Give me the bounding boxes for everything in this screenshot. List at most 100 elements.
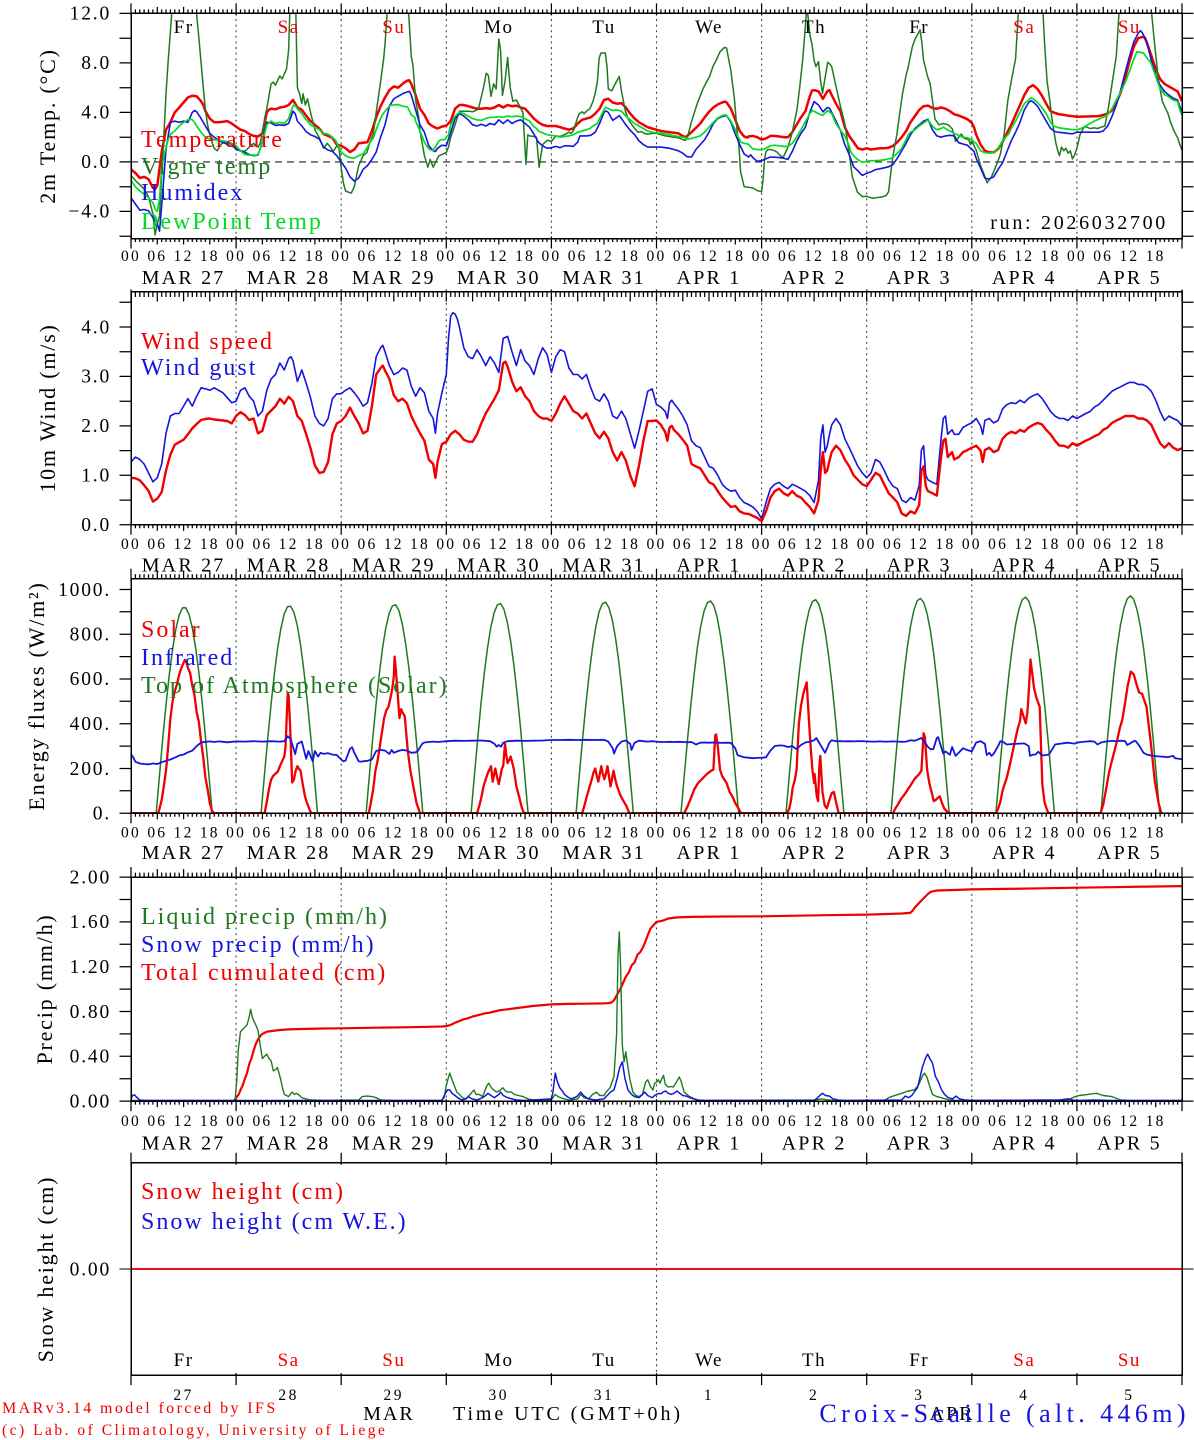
svg-text:18: 18 — [936, 1113, 956, 1130]
svg-text:MAR 28: MAR 28 — [247, 842, 331, 864]
svg-text:APR 4: APR 4 — [992, 1133, 1057, 1155]
svg-text:00: 00 — [857, 825, 877, 842]
svg-text:0.0: 0.0 — [81, 515, 111, 536]
svg-text:00: 00 — [541, 1113, 561, 1130]
svg-text:00: 00 — [752, 248, 772, 265]
svg-text:MAR 28: MAR 28 — [247, 555, 331, 577]
svg-text:12: 12 — [594, 1113, 614, 1130]
svg-text:12: 12 — [1119, 536, 1139, 553]
svg-text:06: 06 — [147, 248, 167, 265]
svg-text:12: 12 — [1014, 536, 1034, 553]
svg-text:00: 00 — [647, 1113, 667, 1130]
svg-text:00: 00 — [226, 825, 246, 842]
svg-text:18: 18 — [725, 1113, 745, 1130]
svg-text:APR 4: APR 4 — [992, 842, 1057, 864]
svg-text:Precip (mm/h): Precip (mm/h) — [32, 913, 57, 1064]
svg-text:12: 12 — [699, 248, 719, 265]
svg-text:MARv3.14 model forced by IFS: MARv3.14 model forced by IFS — [2, 1400, 278, 1417]
svg-text:18: 18 — [410, 536, 430, 553]
svg-text:18: 18 — [515, 248, 535, 265]
svg-text:12: 12 — [384, 536, 404, 553]
svg-text:18: 18 — [305, 1113, 325, 1130]
svg-text:06: 06 — [463, 825, 483, 842]
svg-text:00: 00 — [541, 536, 561, 553]
svg-text:2.00: 2.00 — [70, 867, 111, 888]
svg-text:12: 12 — [699, 536, 719, 553]
svg-text:MAR 28: MAR 28 — [247, 1133, 331, 1155]
svg-text:00: 00 — [647, 825, 667, 842]
svg-text:Tu: Tu — [592, 17, 615, 38]
svg-text:MAR 30: MAR 30 — [457, 267, 541, 289]
svg-text:0.0: 0.0 — [81, 152, 111, 173]
svg-text:MAR 30: MAR 30 — [457, 555, 541, 577]
svg-text:APR 2: APR 2 — [782, 267, 847, 289]
svg-text:3: 3 — [914, 1387, 924, 1404]
svg-text:Snow height (cm): Snow height (cm) — [141, 1179, 345, 1205]
svg-text:00: 00 — [331, 248, 351, 265]
svg-text:MAR 29: MAR 29 — [352, 555, 436, 577]
svg-text:18: 18 — [200, 1113, 220, 1130]
svg-text:Su: Su — [382, 17, 405, 38]
svg-text:Mo: Mo — [484, 17, 513, 38]
svg-text:06: 06 — [358, 536, 378, 553]
svg-text:06: 06 — [463, 1113, 483, 1130]
svg-text:−4.0: −4.0 — [68, 202, 111, 223]
svg-text:12: 12 — [804, 248, 824, 265]
svg-text:(c) Lab. of Climatology, Unive: (c) Lab. of Climatology, University of L… — [2, 1422, 387, 1439]
svg-text:06: 06 — [358, 248, 378, 265]
svg-text:Temperature: Temperature — [141, 127, 284, 153]
svg-text:00: 00 — [121, 1113, 141, 1130]
svg-text:00: 00 — [226, 536, 246, 553]
svg-text:Fr: Fr — [909, 1350, 929, 1371]
svg-text:2m Temp. (°C): 2m Temp. (°C) — [35, 48, 60, 204]
svg-text:Sa: Sa — [278, 1350, 300, 1371]
svg-text:APR 3: APR 3 — [887, 555, 952, 577]
svg-text:06: 06 — [1093, 1113, 1113, 1130]
svg-text:00: 00 — [857, 536, 877, 553]
svg-text:Fr: Fr — [174, 17, 194, 38]
svg-text:00: 00 — [541, 825, 561, 842]
svg-text:00: 00 — [647, 248, 667, 265]
svg-text:00: 00 — [647, 536, 667, 553]
svg-text:1.0: 1.0 — [81, 466, 111, 487]
svg-text:12: 12 — [174, 1113, 194, 1130]
svg-text:18: 18 — [725, 536, 745, 553]
svg-text:00: 00 — [1067, 536, 1087, 553]
svg-text:Liquid precip (mm/h): Liquid precip (mm/h) — [141, 904, 389, 930]
svg-text:Fr: Fr — [174, 1350, 194, 1371]
svg-text:APR 5: APR 5 — [1097, 267, 1162, 289]
svg-text:600.: 600. — [70, 669, 111, 690]
svg-text:00: 00 — [752, 536, 772, 553]
svg-text:06: 06 — [988, 825, 1008, 842]
svg-text:06: 06 — [988, 248, 1008, 265]
svg-text:28: 28 — [278, 1387, 299, 1404]
svg-text:Humidex: Humidex — [141, 180, 244, 206]
svg-text:12: 12 — [384, 825, 404, 842]
svg-text:12: 12 — [174, 536, 194, 553]
svg-text:06: 06 — [358, 1113, 378, 1130]
svg-text:06: 06 — [1093, 248, 1113, 265]
svg-text:00: 00 — [962, 825, 982, 842]
svg-text:00: 00 — [331, 825, 351, 842]
svg-text:MAR 31: MAR 31 — [562, 1133, 646, 1155]
svg-text:Wind gust: Wind gust — [141, 355, 257, 381]
svg-text:00: 00 — [857, 248, 877, 265]
svg-text:18: 18 — [830, 1113, 850, 1130]
svg-text:Total cumulated (cm): Total cumulated (cm) — [141, 960, 387, 986]
svg-text:18: 18 — [1041, 536, 1061, 553]
svg-text:Time UTC (GMT+0h): Time UTC (GMT+0h) — [453, 1403, 683, 1425]
svg-text:00: 00 — [962, 248, 982, 265]
svg-text:06: 06 — [883, 536, 903, 553]
svg-text:MAR 27: MAR 27 — [142, 842, 226, 864]
svg-text:MAR 31: MAR 31 — [562, 842, 646, 864]
svg-text:Tu: Tu — [592, 1350, 615, 1371]
svg-text:30: 30 — [489, 1387, 510, 1404]
svg-text:06: 06 — [147, 1113, 167, 1130]
svg-text:18: 18 — [410, 825, 430, 842]
svg-text:12: 12 — [804, 1113, 824, 1130]
svg-text:4.0: 4.0 — [81, 317, 111, 338]
svg-text:Top of Atmosphere (Solar): Top of Atmosphere (Solar) — [141, 673, 449, 699]
svg-text:1.20: 1.20 — [70, 957, 111, 978]
svg-text:06: 06 — [988, 1113, 1008, 1130]
svg-text:12: 12 — [1014, 248, 1034, 265]
